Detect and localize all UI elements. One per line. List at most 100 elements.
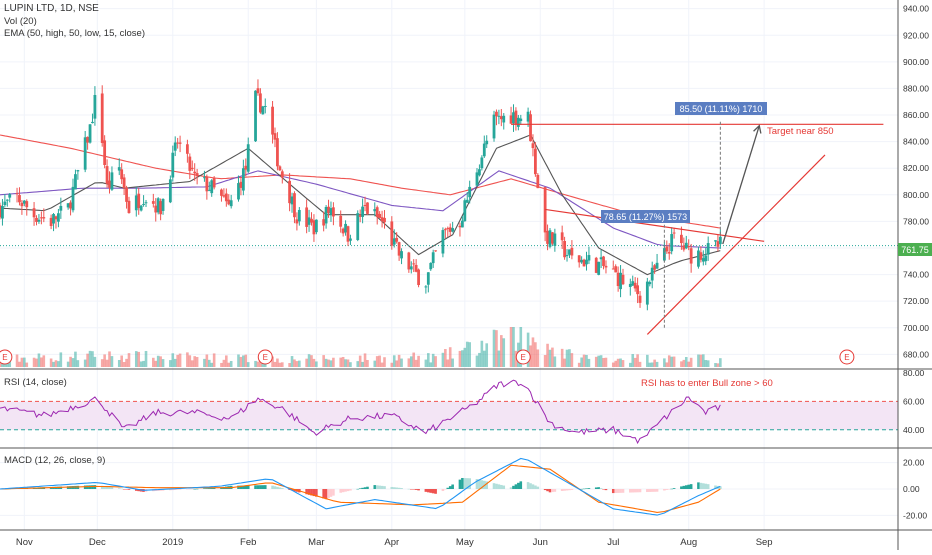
candle-body — [687, 246, 691, 248]
volume-bar — [616, 358, 620, 367]
volume-bar — [441, 352, 445, 367]
volume-bar — [704, 360, 708, 367]
volume-bar — [254, 360, 257, 367]
y-tick-label: 740.00 — [903, 270, 929, 280]
volume-bar — [461, 350, 464, 367]
volume-bar — [69, 356, 72, 367]
candle-body — [614, 266, 618, 273]
macd-histogram-bar — [629, 489, 632, 493]
candle-body — [448, 227, 452, 232]
macd-histogram-bar — [502, 485, 506, 489]
measure-label-2: 85.50 (11.11%) 1710 — [680, 104, 763, 114]
volume-bar — [49, 358, 53, 367]
macd-histogram-bar — [663, 489, 666, 491]
candle-body — [3, 201, 7, 206]
volume-bar — [105, 359, 109, 367]
macd-histogram-bar — [134, 489, 138, 491]
candle-body — [682, 245, 686, 250]
candle-body — [297, 209, 301, 222]
candle-body — [25, 201, 29, 208]
macd-histogram-bar — [395, 487, 398, 489]
volume-bar — [434, 356, 437, 367]
x-tick-label: May — [456, 537, 474, 548]
volume-bar — [534, 342, 537, 367]
candle-body — [310, 218, 313, 223]
macd-histogram-bar — [339, 489, 343, 493]
earnings-marker-label: E — [844, 353, 849, 362]
macd-histogram-bar — [480, 480, 484, 489]
trend-line — [646, 154, 826, 335]
measure-box-2[interactable] — [675, 102, 767, 115]
macd-histogram-bar — [105, 486, 109, 489]
macd-histogram-bar — [497, 484, 501, 489]
candle-body — [536, 174, 540, 189]
volume-bar — [186, 352, 189, 367]
macd-histogram-bar — [670, 488, 673, 490]
volume-bar — [142, 360, 145, 367]
candle-body — [69, 202, 72, 209]
macd-histogram-bar — [509, 487, 513, 489]
y-tick-label: 840.00 — [903, 137, 929, 147]
candle-body — [74, 174, 77, 190]
volume-bar — [356, 361, 360, 367]
macd-histogram-bar — [414, 489, 418, 490]
macd-histogram-bar — [127, 489, 131, 490]
candle-body — [492, 114, 496, 139]
macd-histogram-bar — [278, 487, 282, 489]
volume-bar — [375, 356, 379, 367]
volume-bar — [361, 361, 364, 367]
candle-body — [52, 214, 55, 224]
macd-histogram-bar — [665, 489, 669, 490]
macd-histogram-bar — [190, 489, 194, 490]
candle-body — [273, 133, 277, 140]
volume-bar — [246, 362, 250, 367]
candle-body — [434, 250, 438, 252]
macd-histogram-bar — [568, 489, 571, 491]
macd-histogram-bar — [392, 487, 396, 489]
candle-body — [241, 168, 245, 191]
candle-body — [706, 243, 710, 255]
volume-bar — [665, 362, 669, 367]
candle-body — [655, 262, 659, 269]
volume-bar — [485, 343, 489, 367]
volume-bar — [188, 355, 192, 367]
candle-body — [375, 207, 379, 217]
volume-bar — [594, 356, 598, 367]
candle-body — [475, 172, 479, 186]
macd-histogram-bar — [363, 487, 367, 489]
x-tick-label: Nov — [16, 537, 33, 548]
volume-bar — [74, 351, 77, 367]
volume-bar — [169, 360, 172, 367]
candle-body — [246, 144, 250, 172]
volume-bar — [653, 359, 656, 367]
volume-bar — [322, 355, 325, 367]
macd-histogram-bar — [599, 488, 603, 489]
volume-bar — [378, 355, 381, 367]
macd-histogram-bar — [560, 489, 564, 491]
volume-bar — [577, 362, 581, 367]
candle-body — [514, 110, 518, 125]
candle-body — [516, 117, 520, 127]
macd-histogram-bar — [594, 487, 598, 489]
volume-bar — [222, 359, 226, 367]
candle-body — [482, 143, 486, 157]
macd-histogram-bar — [193, 488, 196, 490]
macd-histogram-bar — [465, 478, 469, 489]
x-tick-label: Jul — [607, 537, 619, 548]
candle-body — [582, 259, 586, 267]
x-tick-label: 2019 — [162, 537, 183, 548]
volume-bar — [582, 354, 586, 367]
candle-body — [295, 219, 299, 224]
volume-bar — [54, 360, 58, 367]
macd-histogram-bar — [451, 484, 454, 489]
candle-body — [324, 206, 328, 224]
candle-body — [341, 228, 345, 234]
candle-body — [83, 137, 87, 170]
target-annotation: Target near 850 — [767, 126, 834, 137]
y-tick-label: 940.00 — [903, 4, 929, 14]
candle-body — [460, 220, 464, 228]
measure-box-1[interactable] — [601, 210, 690, 223]
macd-histogram-bar — [680, 486, 683, 489]
